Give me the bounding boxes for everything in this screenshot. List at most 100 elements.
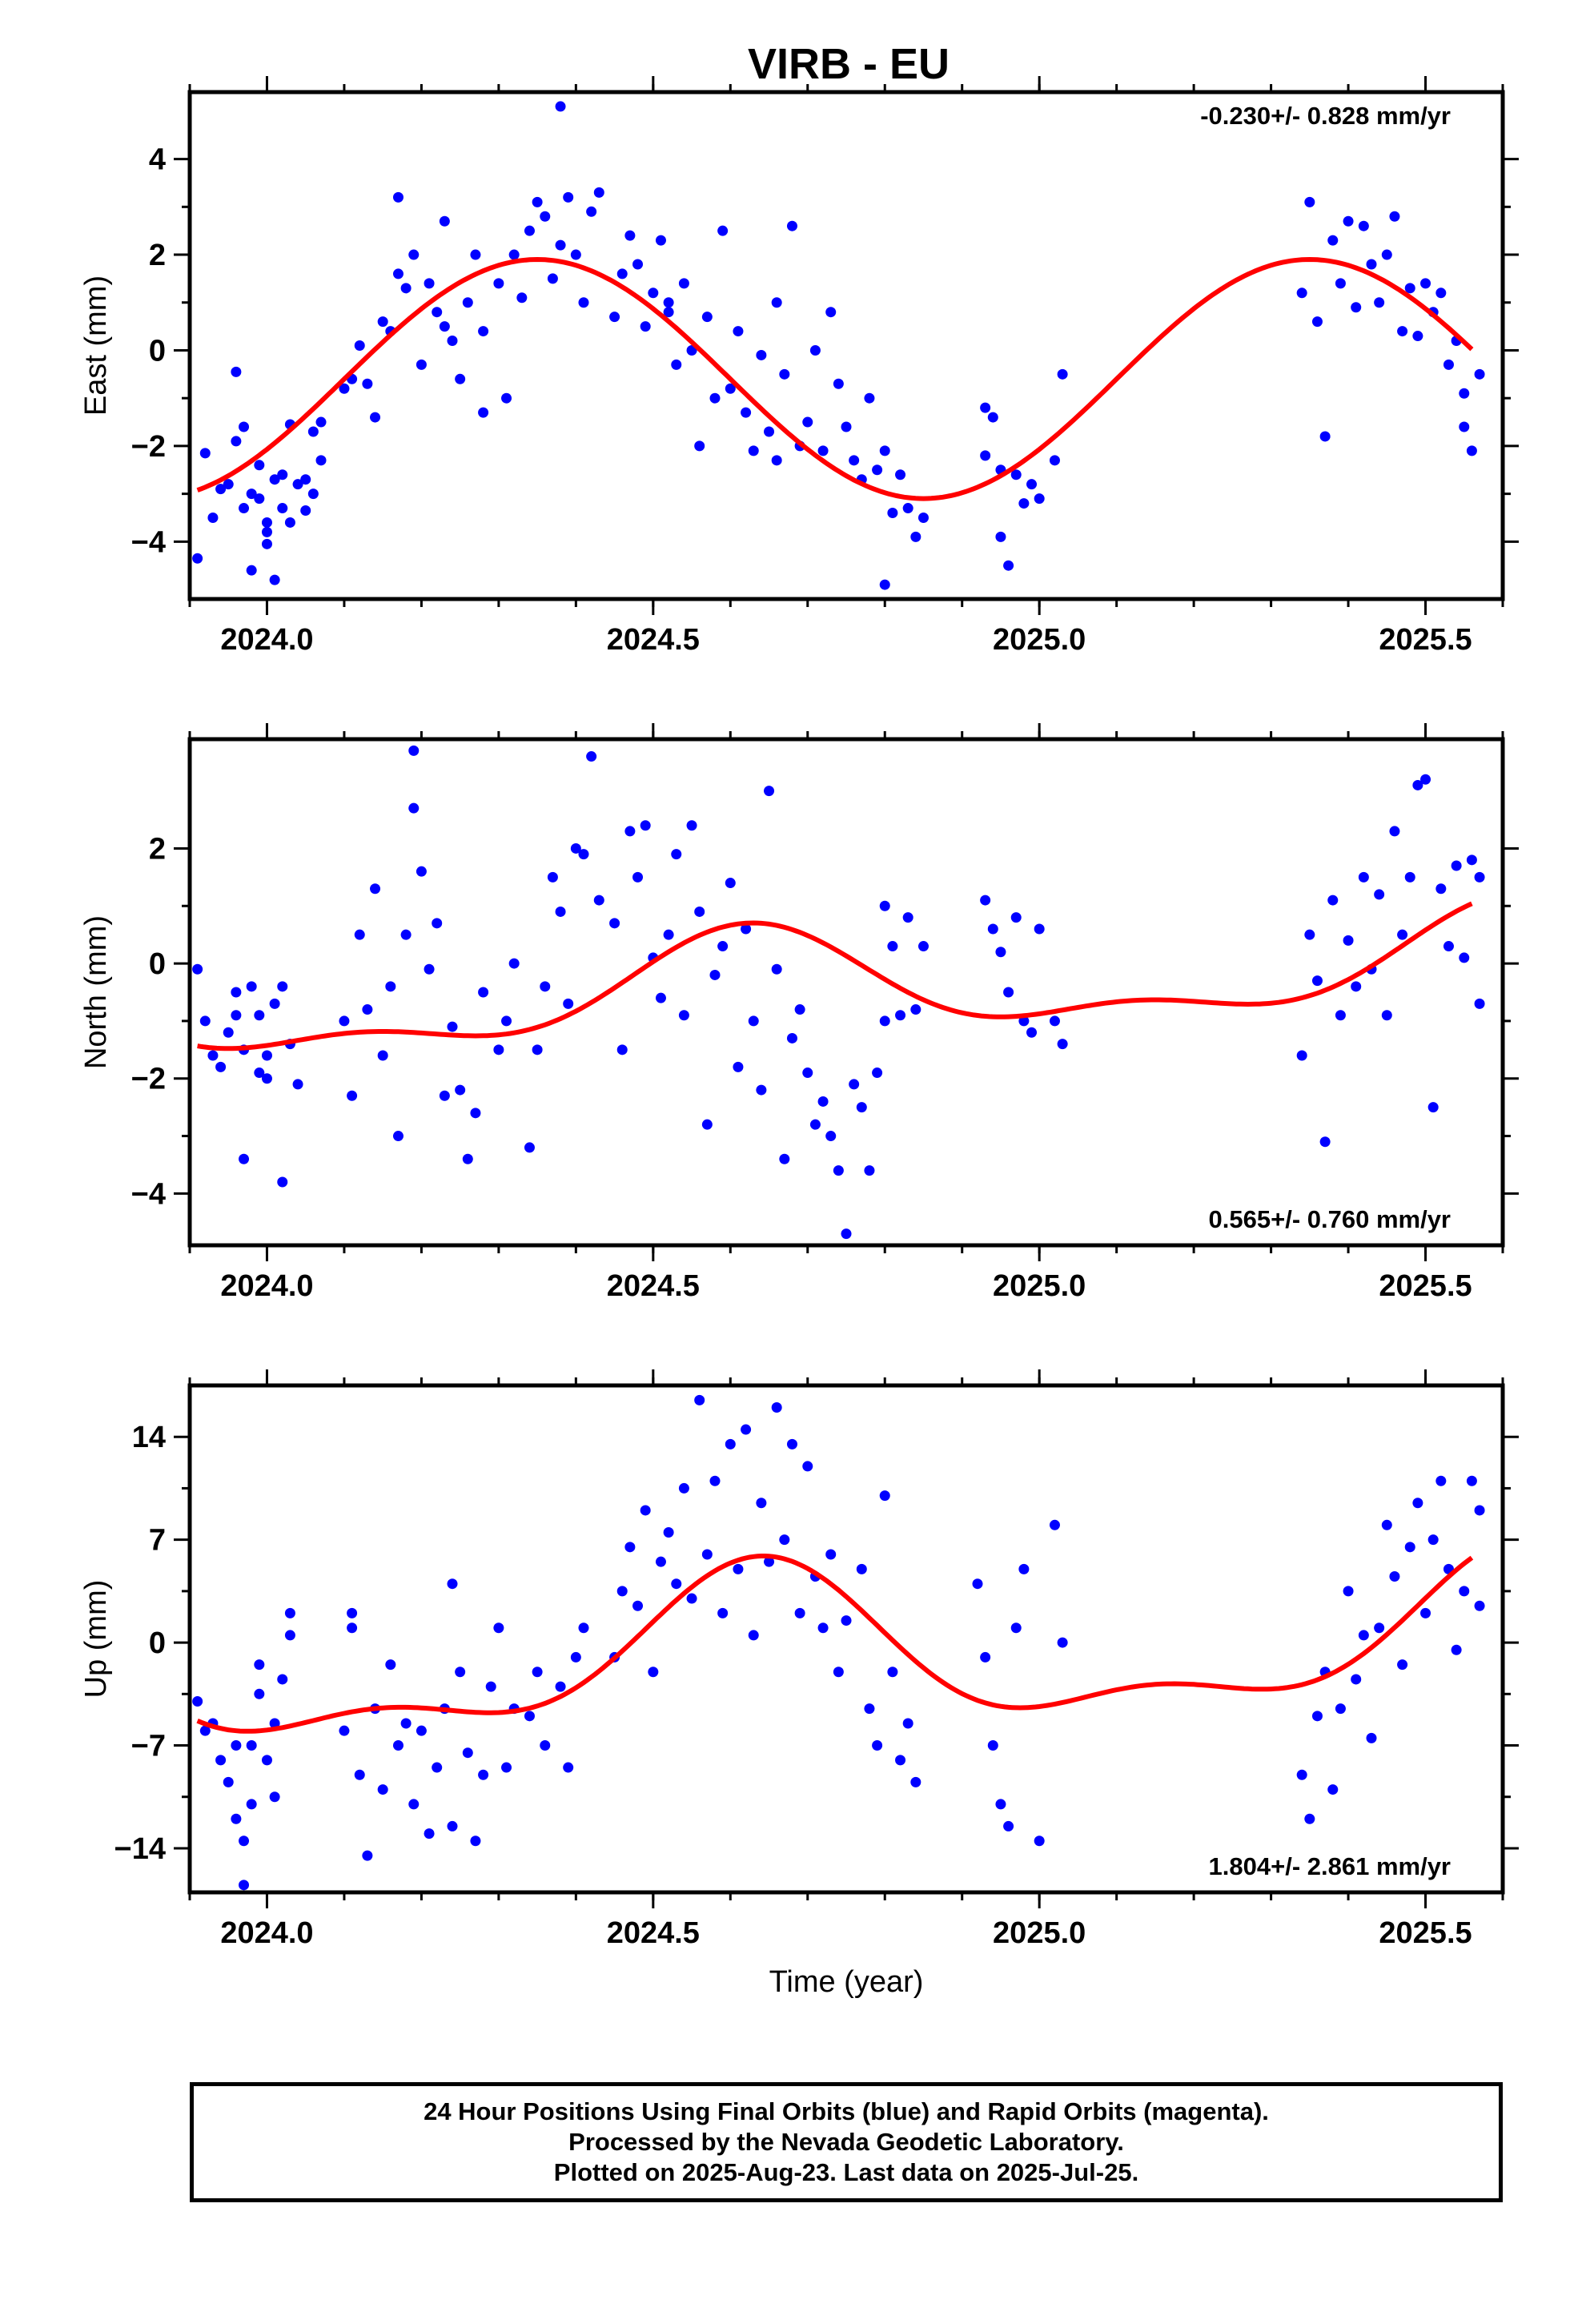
east-data-point (764, 426, 775, 437)
east-data-point (555, 101, 566, 112)
north-data-point (532, 1044, 543, 1055)
north-data-point (254, 1068, 265, 1079)
east-data-point (315, 416, 327, 428)
north-data-point (733, 1061, 744, 1072)
east-data-point (1018, 498, 1030, 509)
east-data-point (771, 297, 782, 308)
east-data-point (570, 249, 581, 260)
up-data-point (910, 1776, 921, 1787)
north-data-point (802, 1068, 813, 1079)
up-data-point (1327, 1784, 1339, 1795)
up-x-tick-label: 2024.0 (220, 1916, 313, 1950)
north-data-point (748, 1015, 759, 1027)
north-data-point (1049, 1015, 1060, 1027)
east-data-point (825, 307, 837, 318)
east-data-point (246, 565, 257, 576)
up-data-point (671, 1578, 682, 1590)
east-data-point (841, 421, 852, 432)
north-data-point (1003, 987, 1014, 998)
north-y-axis-label: North (mm) (79, 915, 113, 1069)
north-data-point (987, 923, 998, 935)
up-data-point (254, 1688, 265, 1699)
east-data-point (663, 307, 674, 318)
east-data-point (339, 383, 350, 394)
up-data-point (771, 1402, 782, 1413)
east-data-point (1443, 359, 1454, 370)
up-data-point (779, 1534, 790, 1546)
north-data-point (833, 1165, 844, 1176)
north-data-point (709, 969, 721, 980)
north-x-tick-label: 2024.0 (220, 1269, 313, 1303)
up-rate-label: 1.804+/- 2.861 mm/yr (1209, 1852, 1451, 1880)
north-data-point (609, 918, 620, 929)
up-data-point (231, 1740, 242, 1751)
north-data-point (872, 1068, 883, 1079)
up-data-point (470, 1835, 481, 1847)
east-data-point (917, 512, 929, 523)
east-x-tick-label: 2025.5 (1379, 623, 1472, 657)
east-data-point (1466, 445, 1477, 456)
east-data-point (1026, 479, 1038, 490)
footer-line-2: Processed by the Nevada Geodetic Laborat… (568, 2128, 1124, 2156)
north-data-point (231, 987, 242, 998)
up-y-tick-label: 0 (149, 1626, 166, 1660)
east-data-point (462, 297, 473, 308)
north-data-point (624, 826, 636, 837)
east-data-point (493, 278, 504, 289)
up-data-point (1389, 1571, 1400, 1582)
north-y-tick-label: −4 (131, 1177, 166, 1211)
east-data-point (400, 283, 412, 294)
north-data-point (563, 998, 574, 1009)
east-data-point (555, 239, 566, 251)
up-data-point (817, 1622, 829, 1634)
up-data-point (254, 1659, 265, 1671)
north-data-point (686, 820, 697, 831)
up-x-tick-label: 2025.0 (993, 1916, 1086, 1950)
up-data-point (972, 1578, 983, 1590)
east-data-point (501, 392, 512, 404)
east-data-point (872, 464, 883, 476)
north-rate-label: 0.565+/- 0.760 mm/yr (1209, 1205, 1451, 1233)
east-y-tick-label: 0 (149, 334, 166, 368)
east-data-point (741, 407, 752, 418)
east-data-point (300, 474, 311, 485)
up-data-point (408, 1799, 420, 1810)
up-data-point (616, 1586, 628, 1597)
east-data-point (1404, 283, 1415, 294)
east-data-layer (192, 101, 1485, 590)
east-data-point (895, 469, 906, 480)
up-data-point (215, 1755, 227, 1766)
east-data-point (508, 249, 520, 260)
up-data-point (756, 1498, 767, 1509)
east-data-point (354, 340, 365, 351)
east-data-point (261, 526, 272, 537)
up-data-point (825, 1549, 837, 1560)
east-data-point (532, 196, 543, 207)
east-data-point (1343, 215, 1354, 227)
east-model-curve (196, 256, 1474, 501)
east-data-point (671, 359, 682, 370)
up-data-point (624, 1542, 636, 1553)
north-data-point (570, 842, 581, 854)
east-data-point (648, 287, 659, 299)
up-data-point (223, 1776, 234, 1787)
east-data-point (392, 268, 404, 279)
north-data-point (671, 849, 682, 860)
north-data-point (1404, 871, 1415, 883)
north-data-point (416, 866, 427, 877)
north-data-point (524, 1142, 535, 1153)
up-data-point (478, 1769, 489, 1780)
east-data-point (717, 225, 729, 236)
up-data-point (1343, 1586, 1354, 1597)
north-data-point (455, 1084, 466, 1096)
north-data-point (470, 1108, 481, 1119)
east-data-point (879, 445, 890, 456)
north-data-point (764, 786, 775, 797)
north-data-point (586, 751, 597, 762)
up-data-point (1459, 1586, 1470, 1597)
up-data-point (632, 1600, 644, 1611)
east-data-point (254, 460, 265, 471)
up-y-tick-label: 7 (149, 1524, 166, 1558)
up-data-point (563, 1762, 574, 1773)
